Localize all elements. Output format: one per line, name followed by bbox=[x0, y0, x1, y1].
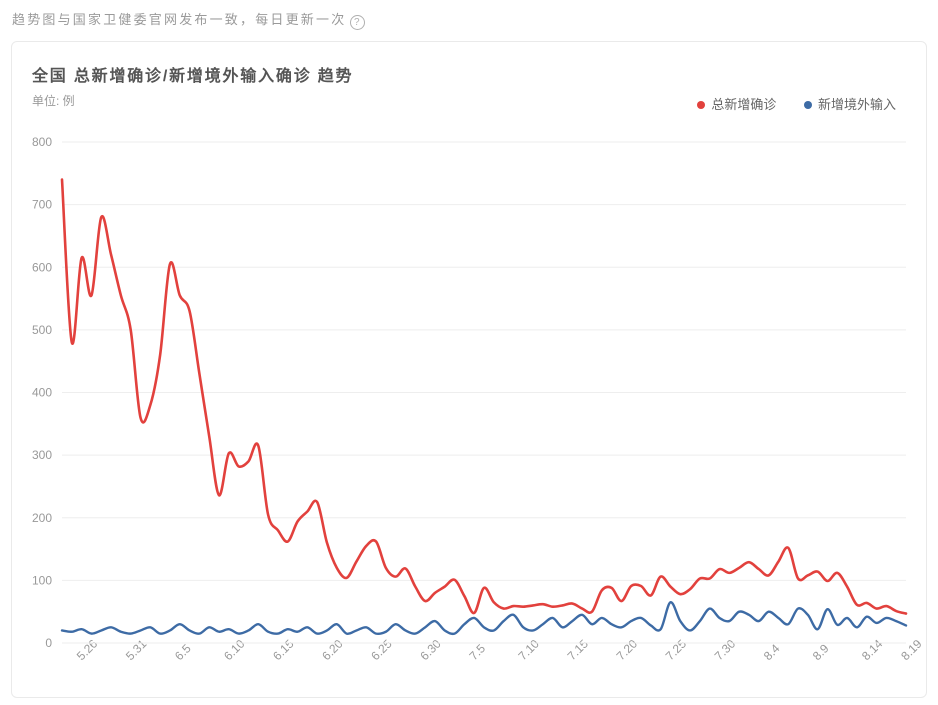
svg-text:300: 300 bbox=[32, 448, 52, 462]
svg-text:6.30: 6.30 bbox=[417, 636, 444, 663]
svg-text:500: 500 bbox=[32, 323, 52, 337]
svg-text:8.14: 8.14 bbox=[859, 636, 886, 663]
svg-text:6.25: 6.25 bbox=[368, 636, 395, 663]
svg-text:8.9: 8.9 bbox=[810, 641, 832, 663]
svg-text:100: 100 bbox=[32, 573, 52, 587]
svg-text:7.30: 7.30 bbox=[712, 636, 739, 663]
svg-text:6.5: 6.5 bbox=[172, 641, 194, 663]
svg-text:0: 0 bbox=[45, 636, 52, 650]
svg-text:6.15: 6.15 bbox=[270, 636, 297, 663]
svg-text:400: 400 bbox=[32, 386, 52, 400]
svg-text:7.5: 7.5 bbox=[466, 641, 488, 663]
svg-text:8.4: 8.4 bbox=[761, 641, 783, 663]
svg-text:7.25: 7.25 bbox=[663, 636, 690, 663]
svg-text:5.26: 5.26 bbox=[74, 636, 101, 663]
svg-text:6.20: 6.20 bbox=[319, 636, 346, 663]
svg-text:700: 700 bbox=[32, 198, 52, 212]
svg-text:800: 800 bbox=[32, 135, 52, 149]
svg-text:7.10: 7.10 bbox=[515, 636, 542, 663]
svg-text:7.15: 7.15 bbox=[565, 636, 592, 663]
svg-text:600: 600 bbox=[32, 260, 52, 274]
svg-text:200: 200 bbox=[32, 511, 52, 525]
svg-text:6.10: 6.10 bbox=[221, 636, 248, 663]
svg-text:7.20: 7.20 bbox=[614, 636, 641, 663]
svg-text:8.19: 8.19 bbox=[898, 636, 925, 663]
svg-text:5.31: 5.31 bbox=[123, 636, 150, 663]
